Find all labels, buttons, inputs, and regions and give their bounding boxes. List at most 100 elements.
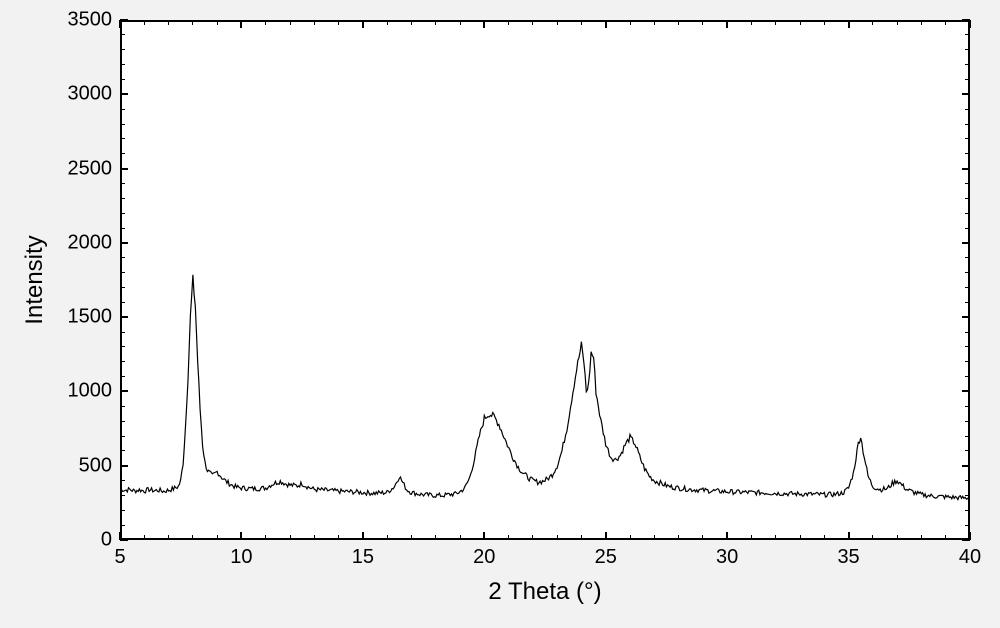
- x-minor-tick: [411, 535, 412, 540]
- x-minor-tick: [192, 535, 193, 540]
- x-tick-label: 20: [473, 546, 495, 569]
- x-tick-label: 25: [595, 546, 617, 569]
- x-minor-tick: [508, 535, 509, 540]
- x-minor-tick-top: [532, 20, 533, 25]
- x-tick-top: [726, 20, 728, 28]
- x-tick-label: 40: [959, 546, 981, 569]
- y-minor-tick: [120, 406, 125, 407]
- y-minor-tick: [120, 109, 125, 110]
- y-minor-tick-right: [965, 376, 970, 377]
- y-tick-label: 500: [60, 454, 112, 477]
- y-minor-tick: [120, 79, 125, 80]
- x-minor-tick: [290, 535, 291, 540]
- x-minor-tick-top: [702, 20, 703, 25]
- y-minor-tick: [120, 421, 125, 422]
- x-minor-tick-top: [751, 20, 752, 25]
- x-minor-tick-top: [557, 20, 558, 25]
- y-minor-tick: [120, 272, 125, 273]
- x-minor-tick: [217, 535, 218, 540]
- y-minor-tick-right: [965, 450, 970, 451]
- y-minor-tick: [120, 64, 125, 65]
- y-tick-label: 2000: [60, 231, 112, 254]
- x-tick-top: [483, 20, 485, 28]
- y-minor-tick-right: [965, 525, 970, 526]
- y-minor-tick-right: [965, 287, 970, 288]
- y-minor-tick: [120, 138, 125, 139]
- x-minor-tick-top: [435, 20, 436, 25]
- y-minor-tick-right: [965, 361, 970, 362]
- x-minor-tick-top: [775, 20, 776, 25]
- y-tick-right: [962, 390, 970, 392]
- x-minor-tick-top: [800, 20, 801, 25]
- x-minor-tick: [581, 535, 582, 540]
- y-minor-tick-right: [965, 495, 970, 496]
- y-tick-label: 1000: [60, 380, 112, 403]
- y-tick-label: 3000: [60, 83, 112, 106]
- x-minor-tick-top: [921, 20, 922, 25]
- y-tick-right: [962, 316, 970, 318]
- x-minor-tick: [654, 535, 655, 540]
- y-tick-right: [962, 93, 970, 95]
- y-minor-tick-right: [965, 346, 970, 347]
- x-minor-tick: [800, 535, 801, 540]
- y-minor-tick-right: [965, 480, 970, 481]
- x-minor-tick: [338, 535, 339, 540]
- x-minor-tick: [387, 535, 388, 540]
- y-minor-tick: [120, 213, 125, 214]
- y-minor-tick-right: [965, 34, 970, 35]
- x-minor-tick-top: [460, 20, 461, 25]
- y-minor-tick-right: [965, 213, 970, 214]
- x-minor-tick: [824, 535, 825, 540]
- x-minor-tick: [751, 535, 752, 540]
- x-minor-tick: [460, 535, 461, 540]
- x-tick-top: [240, 20, 242, 28]
- y-minor-tick: [120, 495, 125, 496]
- y-tick-right: [962, 168, 970, 170]
- y-tick: [120, 465, 128, 467]
- x-tick-top: [969, 20, 971, 28]
- y-tick: [120, 93, 128, 95]
- xrd-chart: Intensity 2 Theta (°) 510152025303540050…: [0, 0, 1000, 628]
- x-minor-tick-top: [192, 20, 193, 25]
- x-minor-tick-top: [508, 20, 509, 25]
- x-minor-tick: [532, 535, 533, 540]
- y-minor-tick-right: [965, 153, 970, 154]
- y-tick: [120, 242, 128, 244]
- x-tick: [605, 532, 607, 540]
- y-minor-tick: [120, 302, 125, 303]
- x-minor-tick-top: [387, 20, 388, 25]
- x-minor-tick-top: [872, 20, 873, 25]
- x-minor-tick-top: [144, 20, 145, 25]
- x-minor-tick: [897, 535, 898, 540]
- y-minor-tick: [120, 436, 125, 437]
- y-tick: [120, 316, 128, 318]
- x-minor-tick-top: [824, 20, 825, 25]
- y-tick-label: 2500: [60, 157, 112, 180]
- y-minor-tick: [120, 153, 125, 154]
- y-tick-label: 1500: [60, 306, 112, 329]
- x-minor-tick-top: [654, 20, 655, 25]
- xrd-pattern-line: [0, 0, 1000, 628]
- y-minor-tick: [120, 228, 125, 229]
- x-minor-tick-top: [314, 20, 315, 25]
- x-minor-tick: [775, 535, 776, 540]
- y-minor-tick: [120, 346, 125, 347]
- x-minor-tick-top: [217, 20, 218, 25]
- x-minor-tick: [168, 535, 169, 540]
- x-minor-tick-top: [945, 20, 946, 25]
- y-minor-tick-right: [965, 228, 970, 229]
- x-minor-tick-top: [290, 20, 291, 25]
- y-minor-tick: [120, 34, 125, 35]
- y-minor-tick-right: [965, 421, 970, 422]
- y-minor-tick-right: [965, 510, 970, 511]
- y-minor-tick-right: [965, 79, 970, 80]
- y-tick: [120, 390, 128, 392]
- y-minor-tick: [120, 124, 125, 125]
- y-minor-tick-right: [965, 109, 970, 110]
- x-tick: [362, 532, 364, 540]
- y-minor-tick: [120, 183, 125, 184]
- x-minor-tick-top: [411, 20, 412, 25]
- y-minor-tick-right: [965, 332, 970, 333]
- y-minor-tick-right: [965, 64, 970, 65]
- x-minor-tick: [314, 535, 315, 540]
